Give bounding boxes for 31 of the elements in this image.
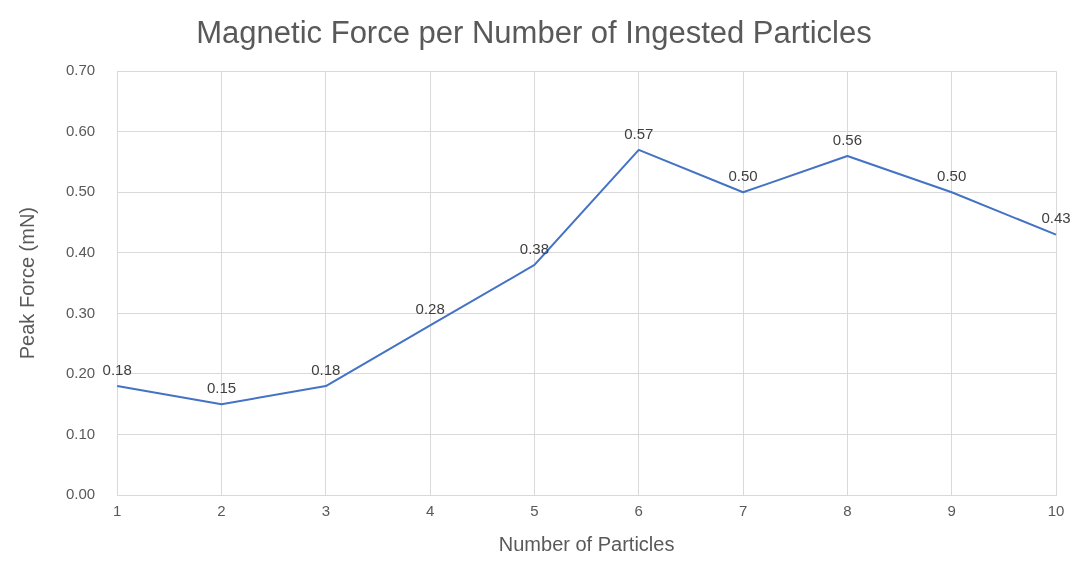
y-tick-label: 0.70 <box>65 61 96 79</box>
data-label: 0.18 <box>311 360 341 378</box>
data-label: 0.56 <box>832 130 862 148</box>
y-tick-label: 0.30 <box>65 303 96 321</box>
x-tick-label: 2 <box>217 502 226 520</box>
data-label: 0.38 <box>519 239 550 257</box>
data-label: 0.43 <box>1041 209 1071 227</box>
data-label: 0.28 <box>415 300 445 318</box>
y-tick-label: 0.60 <box>65 121 96 139</box>
x-tick-label: 1 <box>113 502 122 520</box>
chart-title: Magnetic Force per Number of Ingested Particles <box>196 15 872 51</box>
x-tick-label: 5 <box>530 502 539 520</box>
x-tick-label: 8 <box>843 502 852 520</box>
x-tick-label: 4 <box>425 502 435 520</box>
y-axis-title: Peak Force (mN) <box>15 206 38 360</box>
data-label: 0.18 <box>102 360 132 378</box>
x-tick-label: 6 <box>634 502 643 520</box>
y-tick-label: 0.10 <box>65 424 96 442</box>
x-tick-label: 7 <box>738 502 748 520</box>
data-label: 0.57 <box>624 124 654 142</box>
y-tick-label: 0.40 <box>65 242 96 260</box>
data-label: 0.15 <box>206 378 237 396</box>
data-label: 0.50 <box>728 166 758 184</box>
y-tick-label: 0.20 <box>65 364 96 382</box>
y-tick-label: 0.50 <box>65 182 96 200</box>
x-tick-label: 3 <box>321 502 330 520</box>
x-axis-title: Number of Particles <box>498 532 675 555</box>
x-tick-label: 10 <box>1047 502 1065 520</box>
y-tick-label: 0.00 <box>65 485 96 503</box>
data-label: 0.50 <box>937 166 967 184</box>
x-tick-label: 9 <box>947 502 956 520</box>
